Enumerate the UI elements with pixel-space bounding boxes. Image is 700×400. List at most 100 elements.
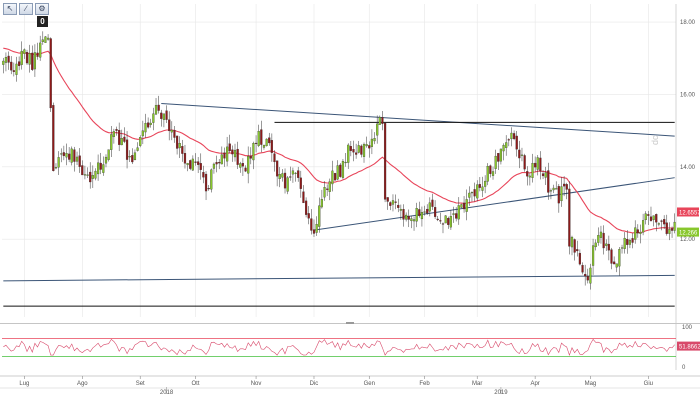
candle-body-up [83, 174, 87, 176]
candle [660, 219, 663, 231]
candle [591, 238, 595, 275]
candle [44, 36, 47, 43]
candle [218, 159, 221, 170]
candle-body-up [365, 144, 368, 147]
candle-body-up [96, 162, 100, 175]
candle-body-up [599, 231, 603, 238]
candle-body-down [81, 165, 84, 176]
candle-body-down [204, 173, 208, 192]
candle-body-down [441, 223, 445, 225]
candle-body-down [218, 162, 221, 164]
candle [460, 203, 463, 209]
candle-body-down [512, 133, 516, 140]
candle-body-down [297, 170, 300, 178]
candle [641, 213, 645, 236]
candle-body-up [618, 249, 621, 267]
candle-body-down [568, 188, 571, 247]
draw-tool-button[interactable]: ∕ [19, 3, 33, 15]
candle-body-down [125, 139, 129, 160]
candle-body-down [49, 38, 52, 109]
candle-body-up [520, 154, 524, 156]
candle-body-up [486, 165, 489, 182]
candle-body-up [265, 138, 268, 147]
candle [96, 154, 100, 181]
candle [207, 185, 210, 191]
cursor-tool-button[interactable]: ↖ [3, 3, 17, 15]
candle [257, 124, 260, 148]
candle-body-down [189, 160, 192, 169]
candle-body-down [52, 105, 55, 172]
candle-body-down [649, 216, 653, 221]
candle-body-down [10, 61, 13, 71]
drawing-layer[interactable] [3, 103, 675, 307]
candle [484, 175, 487, 194]
candle [4, 52, 8, 72]
candle-body-up [262, 144, 266, 148]
candle [189, 159, 192, 171]
candle-body-up [278, 174, 281, 180]
candle-body-up [286, 177, 289, 192]
settings-tool-button[interactable]: ⚙ [35, 3, 49, 15]
candle [576, 240, 579, 257]
candle [436, 216, 439, 222]
candle-body-down [207, 188, 210, 190]
rsi-last-value: 51.8662 [679, 345, 700, 351]
candle-body-down [312, 229, 316, 234]
candle [544, 166, 547, 185]
candle-body-down [355, 152, 358, 155]
candle-body-up [615, 263, 618, 268]
candle [549, 188, 553, 200]
candle-body-down [18, 61, 21, 66]
candle [65, 143, 68, 166]
candle [194, 153, 197, 166]
candle-body-down [283, 172, 287, 189]
candle [220, 146, 223, 165]
candle [123, 127, 126, 144]
candle-body-down [447, 218, 450, 225]
candle-body-up [536, 157, 539, 170]
candle-body-up [620, 247, 624, 249]
candle [439, 212, 442, 224]
candle [355, 143, 358, 159]
candle-body-down [389, 202, 392, 206]
candle [15, 56, 18, 82]
candle-body-down [581, 265, 584, 273]
candle [320, 189, 323, 209]
candle [455, 207, 458, 222]
candle [476, 180, 479, 202]
rsi-tick-100: 100 [682, 325, 693, 331]
candle-body-up [112, 131, 115, 138]
candle-body-down [397, 204, 400, 208]
month-label: Ott [192, 381, 200, 387]
candle-body-down [89, 171, 92, 183]
candle-body-down [541, 173, 545, 177]
candle-body-up [628, 240, 632, 245]
candle-body-down [270, 140, 273, 153]
candle [262, 144, 266, 150]
candle-body-down [670, 228, 674, 231]
candle-body-up [484, 180, 487, 187]
candle [49, 37, 52, 112]
candle [512, 130, 516, 141]
candle-body-up [294, 172, 297, 174]
candle [415, 202, 418, 228]
candle-body-down [426, 208, 429, 214]
candle-body-up [347, 144, 350, 163]
candle-body-up [107, 149, 110, 160]
candle [520, 147, 524, 162]
candle [104, 154, 108, 168]
candle [452, 206, 455, 223]
candle-body-down [431, 199, 434, 207]
candle [534, 156, 537, 172]
candle [331, 160, 334, 192]
candle [389, 201, 392, 211]
candle [60, 148, 63, 163]
candle-body-up [428, 202, 431, 212]
candle [626, 230, 629, 254]
candle-body-down [360, 145, 363, 155]
candle [202, 165, 205, 184]
candle [428, 197, 431, 217]
candle [215, 155, 218, 173]
candle [149, 118, 152, 128]
